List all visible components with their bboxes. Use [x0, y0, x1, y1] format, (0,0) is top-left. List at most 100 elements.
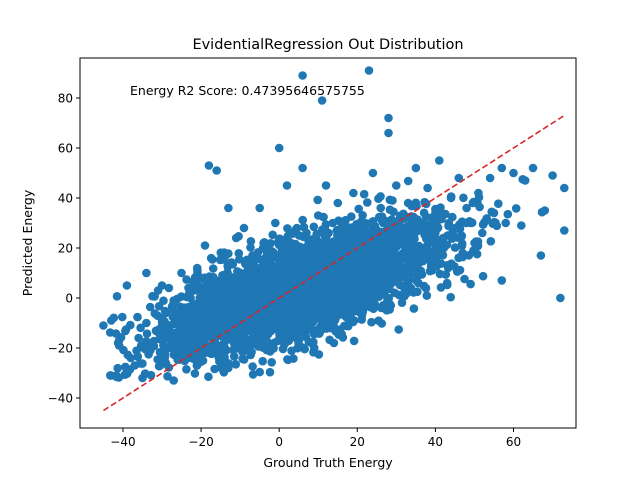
scatter-point — [358, 283, 367, 293]
scatter-point — [528, 163, 538, 173]
y-tick-label: 80 — [58, 92, 73, 106]
scatter-point — [210, 364, 219, 374]
scatter-point — [318, 225, 327, 234]
scatter-point — [287, 322, 297, 331]
scatter-point — [161, 330, 170, 339]
scatter-point — [344, 256, 354, 266]
scatter-point — [205, 323, 215, 333]
scatter-point — [248, 362, 257, 371]
scatter-point — [231, 360, 241, 369]
scatter-point — [231, 292, 240, 301]
scatter-point — [293, 257, 303, 267]
scatter-point — [189, 341, 198, 351]
scatter-point — [520, 176, 530, 185]
scatter-point — [142, 318, 151, 328]
scatter-point — [212, 166, 221, 175]
scatter-point — [358, 233, 368, 242]
scatter-point — [432, 262, 441, 271]
scatter-point — [278, 298, 288, 308]
scatter-point — [246, 243, 255, 252]
scatter-point — [333, 295, 343, 305]
scatter-point — [164, 283, 174, 293]
scatter-point — [190, 369, 200, 378]
scatter-point — [155, 347, 165, 357]
scatter-point — [247, 347, 256, 357]
scatter-point — [297, 316, 307, 326]
scatter-point — [134, 333, 143, 343]
scatter-point — [376, 203, 386, 213]
scatter-point — [433, 223, 443, 232]
scatter-point — [231, 233, 241, 243]
scatter-point — [356, 306, 366, 315]
scatter-point — [133, 352, 143, 362]
y-axis-label: Predicted Energy — [20, 189, 35, 296]
scatter-point — [457, 241, 467, 251]
scatter-point — [212, 321, 221, 330]
scatter-point — [252, 276, 261, 286]
scatter-point — [224, 363, 233, 373]
scatter-point — [352, 219, 361, 229]
scatter-point — [478, 220, 488, 229]
scatter-point — [321, 181, 331, 190]
scatter-point — [388, 263, 397, 273]
scatter-point — [489, 208, 499, 218]
scatter-point — [214, 286, 224, 295]
scatter-point — [306, 324, 315, 334]
y-tick-label: 0 — [65, 292, 73, 306]
scatter-point — [235, 254, 244, 264]
scatter-point — [270, 294, 280, 303]
scatter-point — [360, 218, 370, 228]
scatter-point — [298, 71, 307, 80]
scatter-point — [310, 343, 319, 353]
scatter-point — [396, 223, 405, 233]
scatter-point — [363, 198, 372, 207]
scatter-point — [233, 270, 242, 280]
scatter-point — [182, 275, 191, 284]
scatter-point — [317, 240, 327, 249]
scatter-point — [460, 274, 469, 284]
scatter-point — [411, 201, 421, 211]
scatter-point — [235, 316, 245, 325]
scatter-point — [458, 248, 468, 258]
scatter-point — [160, 356, 169, 366]
scatter-point — [362, 263, 371, 272]
scatter-point — [333, 225, 343, 235]
scatter-point — [133, 312, 142, 322]
scatter-point — [177, 268, 186, 278]
scatter-point — [258, 356, 268, 366]
scatter-point — [466, 279, 475, 289]
scatter-point — [381, 260, 391, 269]
scatter-point — [442, 240, 452, 249]
scatter-point — [446, 193, 456, 203]
x-axis-label: Ground Truth Energy — [263, 455, 393, 470]
scatter-point — [415, 247, 425, 256]
scatter-point — [457, 231, 467, 241]
x-tick-label: 40 — [428, 435, 443, 449]
scatter-point — [450, 223, 460, 233]
scatter-point — [419, 218, 429, 228]
scatter-point — [296, 330, 306, 340]
scatter-point — [221, 278, 230, 288]
scatter-point — [218, 271, 227, 280]
scatter-point — [358, 290, 368, 299]
scatter-point — [333, 198, 343, 208]
scatter-point — [497, 163, 507, 173]
scatter-point — [182, 365, 191, 374]
scatter-point — [167, 304, 177, 314]
scatter-point — [118, 312, 127, 322]
scatter-point — [307, 235, 316, 244]
scatter-point — [204, 161, 214, 170]
scatter-point — [239, 223, 249, 233]
scatter-point — [161, 308, 171, 318]
scatter-point — [204, 372, 213, 382]
scatter-point — [220, 253, 229, 263]
scatter-point — [437, 214, 446, 224]
scatter-point — [517, 221, 526, 230]
scatter-point — [399, 283, 409, 293]
scatter-point — [349, 336, 359, 346]
scatter-point — [364, 284, 374, 293]
scatter-point — [153, 326, 163, 335]
scatter-point — [255, 367, 264, 377]
plot-area — [99, 66, 569, 412]
scatter-point — [196, 323, 206, 332]
